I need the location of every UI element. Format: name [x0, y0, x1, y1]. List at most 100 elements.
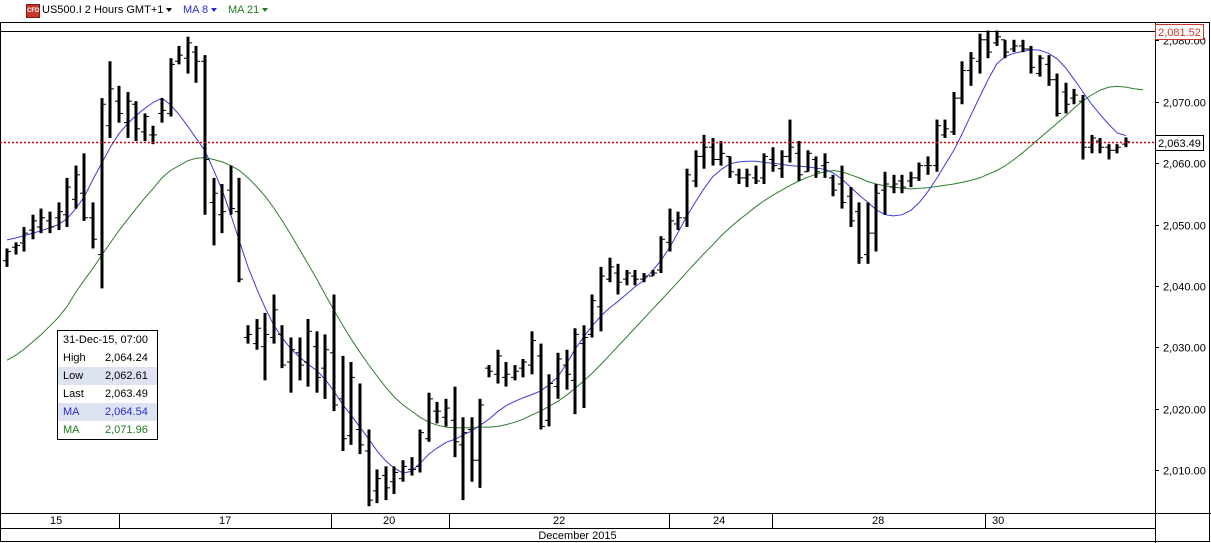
data-window-row-ma21: MA 2,071.96	[58, 421, 157, 439]
ohlc-bar	[804, 150, 812, 173]
ohlc-bar	[124, 91, 132, 138]
ohlc-bar	[365, 429, 373, 507]
ohlc-bar	[330, 294, 338, 412]
data-window-row-last: Last 2,063.49	[58, 385, 157, 403]
row-value: 2,064.54	[105, 406, 148, 418]
ohlc-bar	[1070, 88, 1078, 105]
ohlc-bar	[778, 150, 786, 178]
ohlc-bar	[657, 236, 665, 274]
ohlc-bar	[1062, 82, 1070, 114]
data-window: 31-Dec-15, 07:00 High 2,064.24 Low 2,062…	[57, 330, 158, 440]
ohlc-bar	[55, 202, 63, 231]
ohlc-bar	[1001, 39, 1009, 59]
ohlc-bar	[433, 401, 441, 424]
x-axis	[119, 513, 986, 528]
ohlc-bar	[451, 386, 459, 458]
ohlc-bar	[63, 177, 71, 227]
ohlc-bar	[941, 119, 949, 138]
ohlc-bar	[735, 168, 743, 185]
ma21-indicator-menu[interactable]: MA 21	[228, 4, 269, 17]
ohlc-bar	[537, 343, 545, 430]
ohlc-bar	[373, 469, 381, 504]
chevron-down-icon	[211, 8, 218, 13]
x-tick-label: 30	[992, 515, 1005, 527]
ohlc-bar	[287, 337, 295, 393]
ohlc-bar	[12, 242, 20, 255]
y-tick-label: 2,040.00	[1163, 282, 1206, 294]
ma8-label: MA 8	[183, 4, 209, 16]
row-label: Last	[63, 388, 84, 400]
ohlc-bar	[390, 466, 398, 494]
ohlc-bar	[847, 187, 855, 227]
ohlc-bar	[3, 248, 11, 267]
ohlc-bar	[468, 417, 476, 482]
ohlc-bar	[37, 208, 45, 234]
ohlc-bar	[1036, 55, 1044, 77]
x-tick-label: 15	[50, 515, 63, 527]
data-window-row-high: High 2,064.24	[58, 349, 157, 367]
ohlc-bar	[356, 383, 364, 455]
row-value: 2,064.24	[105, 352, 148, 364]
ohlc-bar	[881, 171, 889, 215]
ohlc-bar	[20, 226, 28, 252]
row-value: 2,062.61	[105, 370, 148, 382]
x-tick-label: 24	[713, 515, 726, 527]
ohlc-bar	[347, 362, 355, 445]
row-value: 2,071.96	[105, 424, 148, 436]
ohlc-bar	[976, 33, 984, 74]
ohlc-bar	[442, 398, 450, 427]
ohlc-bar	[933, 119, 941, 172]
ohlc-bar	[855, 202, 863, 264]
ohlc-bar	[769, 147, 777, 172]
ohlc-bar	[321, 334, 329, 399]
ohlc-bar	[700, 134, 708, 169]
ohlc-bar	[149, 125, 157, 145]
ohlc-bar	[760, 153, 768, 185]
x-tick-label: 28	[872, 515, 885, 527]
data-window-date: 31-Dec-15, 07:00	[63, 334, 148, 346]
ohlc-bar	[98, 98, 106, 289]
ohlc-bar	[502, 362, 510, 387]
ohlc-bar	[993, 30, 1001, 46]
ohlc-bar	[588, 294, 596, 338]
ohlc-bar	[519, 358, 527, 378]
ma8-indicator-menu[interactable]: MA 8	[183, 4, 218, 17]
y-tick-label: 2,070.00	[1163, 98, 1206, 110]
y-tick-label: 2,020.00	[1163, 405, 1206, 417]
ohlc-bar	[640, 273, 648, 283]
ohlc-bar	[666, 208, 674, 252]
ohlc-bar	[649, 269, 657, 277]
ohlc-bar	[106, 61, 114, 138]
ohlc-bar	[201, 55, 209, 215]
chevron-down-icon	[262, 8, 269, 13]
last-price-tag: 2,063.49	[1155, 134, 1204, 151]
ohlc-bar	[958, 61, 966, 105]
row-label: Low	[63, 370, 84, 382]
ohlc-bar	[786, 119, 794, 163]
ohlc-bar	[511, 365, 519, 381]
ohlc-bars	[3, 30, 1130, 507]
ohlc-bar	[726, 155, 734, 178]
ohlc-bar	[1019, 39, 1027, 53]
ohlc-bar	[743, 168, 751, 188]
ohlc-bar	[313, 331, 321, 393]
ohlc-bar	[580, 325, 588, 409]
y-axis: 2,010.00 2,020.00 2,030.00 2,040.00 2,050.00…	[1155, 36, 1206, 478]
cfd-instrument-icon[interactable]: CFD	[26, 4, 40, 18]
ohlc-bar	[46, 211, 54, 234]
ohlc-bar	[692, 150, 700, 188]
ohlc-bar	[227, 165, 235, 215]
ohlc-bar	[1027, 45, 1035, 74]
ohlc-bar	[829, 174, 837, 197]
chart-frame	[0, 22, 1211, 543]
y-tick-label: 2,030.00	[1163, 343, 1206, 355]
ohlc-bar	[915, 162, 923, 181]
symbol-selector[interactable]: US500.I 2 Hours GMT+1	[42, 4, 173, 17]
ohlc-bar	[717, 141, 725, 166]
ma21-label: MA 21	[228, 4, 260, 16]
ohlc-bar	[210, 177, 218, 246]
x-tick-label: 17	[219, 515, 232, 527]
ohlc-bar	[984, 30, 992, 59]
ma8-layer	[6, 49, 1127, 474]
